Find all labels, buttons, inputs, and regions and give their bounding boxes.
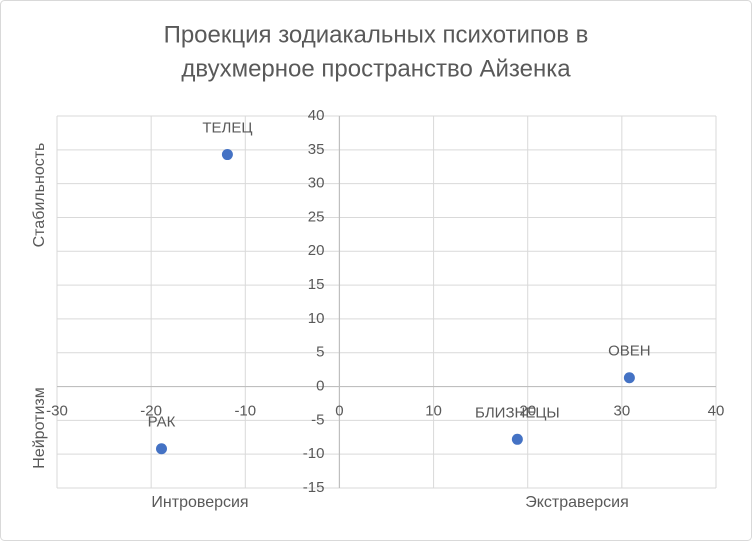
x-tick-label: 10 bbox=[425, 403, 442, 420]
chart-title: Проекция зодиакальных психотипов в bbox=[164, 21, 589, 48]
axis-title: Нейротизм bbox=[31, 387, 48, 468]
x-tick-label: 40 bbox=[708, 403, 725, 420]
y-tick-label: 40 bbox=[308, 107, 325, 124]
y-tick-label: 25 bbox=[308, 208, 325, 225]
x-tick-label: 0 bbox=[335, 403, 343, 420]
y-tick-label: 5 bbox=[316, 344, 324, 361]
y-tick-label: -10 bbox=[303, 445, 325, 462]
data-point bbox=[623, 372, 635, 384]
x-tick-label: 20 bbox=[519, 403, 536, 420]
y-tick-label: 15 bbox=[308, 276, 325, 293]
x-tick-label: -20 bbox=[140, 403, 162, 420]
data-point bbox=[221, 149, 233, 161]
y-tick-label: 10 bbox=[308, 310, 325, 327]
y-tick-label: 20 bbox=[308, 242, 325, 259]
point-label: РАК bbox=[148, 414, 176, 431]
y-tick-label: -5 bbox=[311, 411, 324, 428]
point-label: ТЕЛЕЦ bbox=[202, 120, 252, 137]
point-label: ОВЕН bbox=[608, 343, 651, 360]
y-tick-label: 35 bbox=[308, 141, 325, 158]
y-tick-label: 30 bbox=[308, 175, 325, 192]
axis-title: Экстраверсия bbox=[525, 494, 629, 511]
y-tick-label: -15 bbox=[303, 479, 325, 496]
axis-title: Стабильность bbox=[31, 143, 48, 248]
x-tick-label: 30 bbox=[614, 403, 631, 420]
y-tick-label: 0 bbox=[316, 378, 324, 395]
data-point bbox=[511, 433, 523, 445]
data-point bbox=[155, 443, 167, 455]
axis-title: Интроверсия bbox=[151, 494, 248, 511]
x-tick-label: -10 bbox=[234, 403, 256, 420]
chart-title: двухмерное пространство Айзенка bbox=[181, 55, 571, 82]
point-label: БЛИЗНЕЦЫ bbox=[475, 404, 560, 421]
x-tick-label: -30 bbox=[46, 403, 68, 420]
